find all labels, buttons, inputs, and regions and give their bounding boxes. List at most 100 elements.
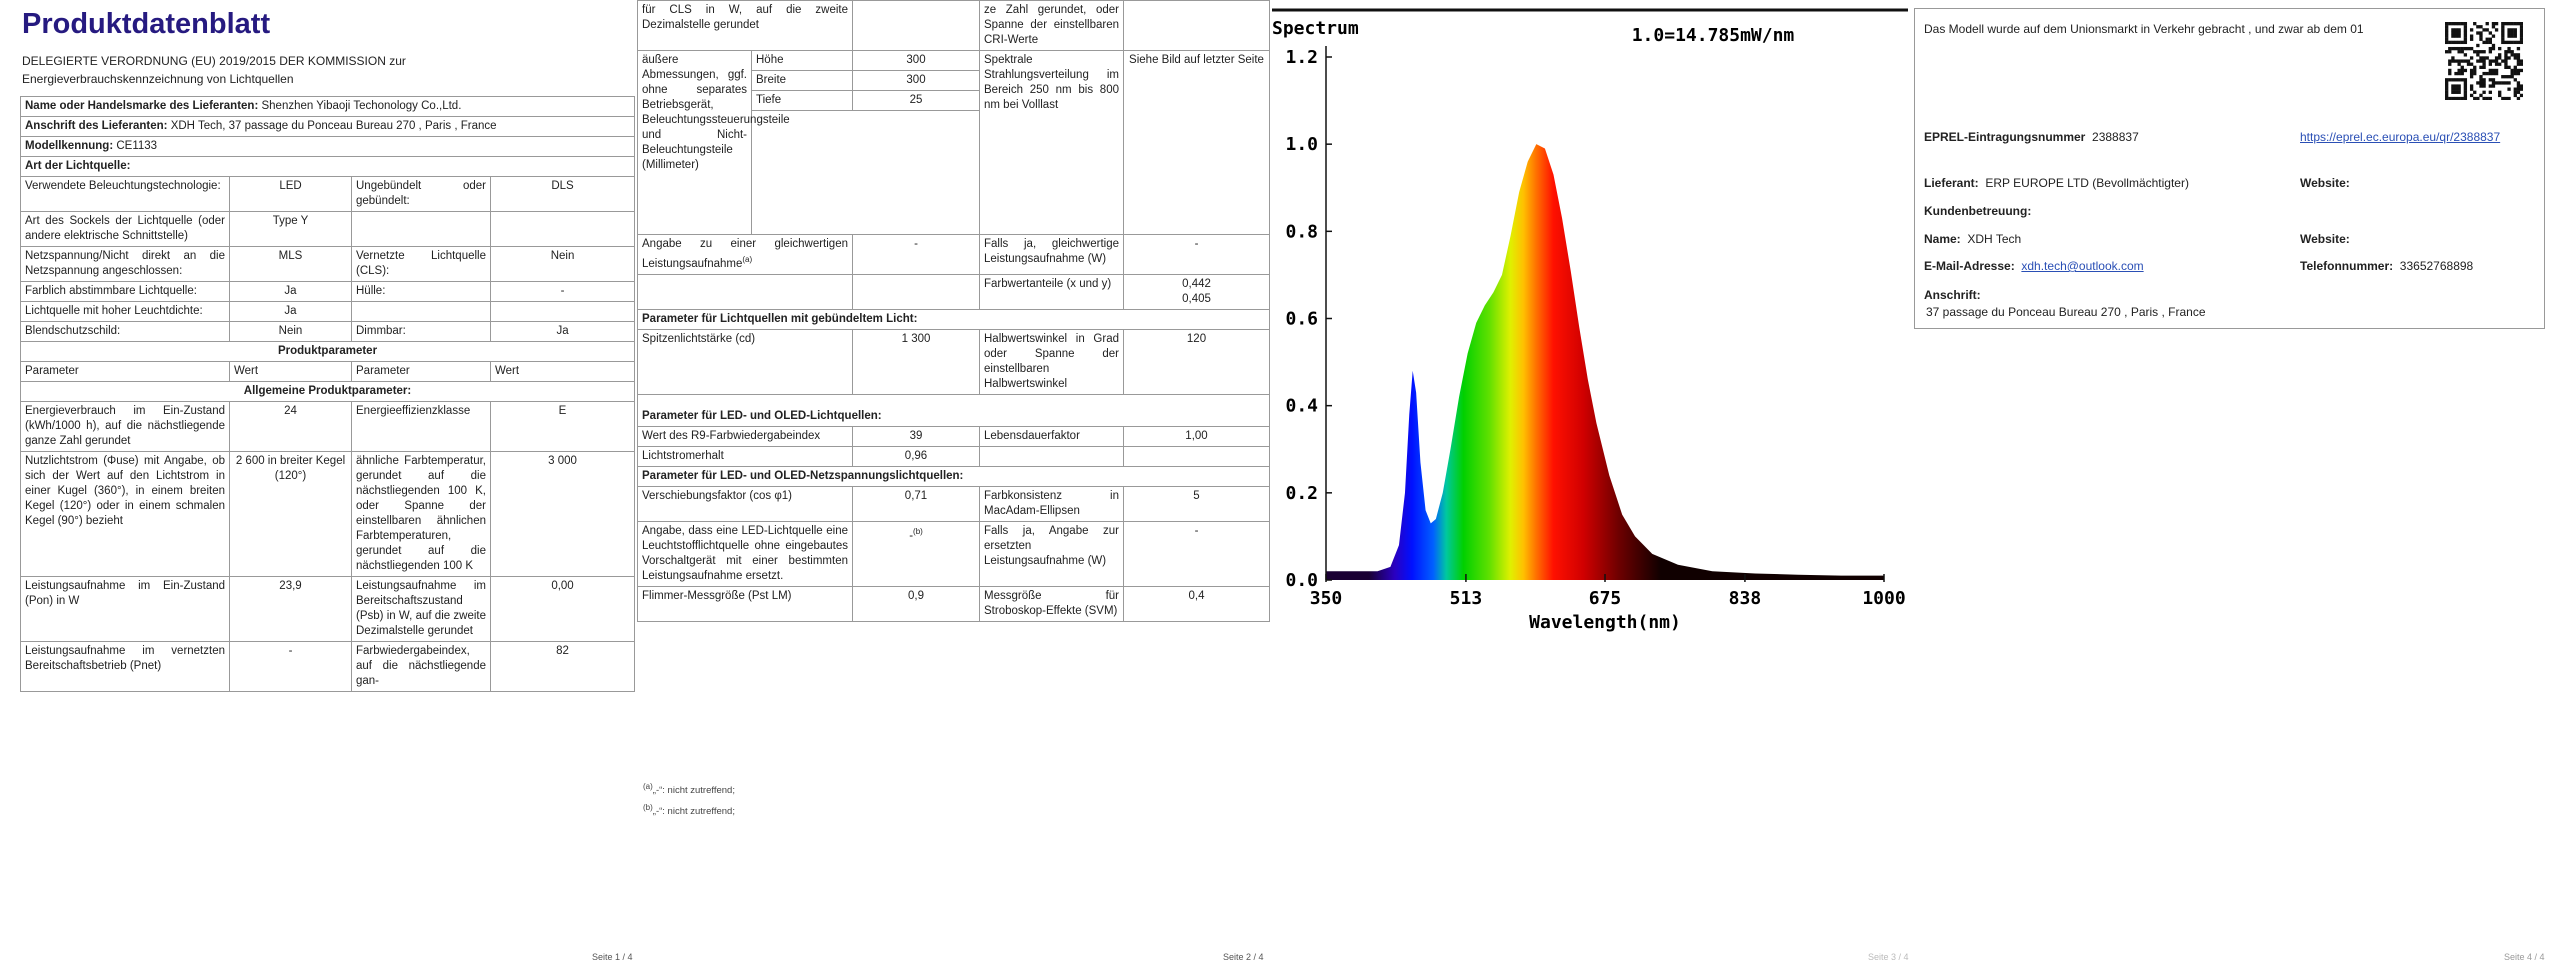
- qr-module: [2501, 25, 2505, 29]
- qr-module: [2519, 28, 2523, 32]
- qr-module: [2445, 78, 2449, 82]
- qr-module: [2513, 78, 2517, 82]
- table-cell: Messgröße für Stroboskop-Effekte (SVM): [979, 585, 1124, 622]
- qr-module: [2491, 25, 2496, 29]
- qr-module: [2445, 22, 2449, 26]
- qr-module: [2501, 37, 2505, 41]
- field-label: Telefonnummer:: [2300, 259, 2394, 273]
- table-cell: Type Y: [229, 211, 352, 247]
- qr-module: [2485, 37, 2489, 41]
- qr-module: [2488, 31, 2492, 35]
- table-cell: Lichtquelle mit hoher Leuchtdichte:: [20, 301, 230, 322]
- qr-module: [2469, 46, 2474, 51]
- qr-module: [2501, 34, 2505, 38]
- qr-module: [2445, 37, 2449, 41]
- eprel-link-box: https://eprel.ec.europa.eu/qr/2388837: [2300, 130, 2515, 145]
- qr-module: [2482, 40, 2486, 45]
- qr-module: [2510, 50, 2514, 54]
- table-row: Verwendete Beleuchtungstechnologie: LED Un…: [20, 176, 636, 212]
- table-cell: Halbwertswinkel in Grad oder Spanne der …: [979, 328, 1124, 395]
- qr-module: [2485, 56, 2489, 60]
- table-row: Modellkennung: CE1133: [20, 136, 636, 157]
- empty-cell: [852, 0, 980, 51]
- qr-module: [2516, 84, 2521, 88]
- qr-module: [2516, 46, 2521, 51]
- table-cell: ze Zahl gerundet, oder Spanne der einste…: [979, 0, 1124, 51]
- table-cell: für CLS in W, auf die zweite Dezimalstel…: [637, 0, 853, 51]
- qr-module: [2476, 81, 2480, 85]
- qr-module: [2491, 71, 2496, 76]
- qr-module: [2482, 62, 2486, 66]
- qr-module: [2488, 40, 2492, 45]
- table-row: Farblich abstimmbare Lichtquelle: Ja Hülle…: [20, 281, 636, 302]
- qr-module: [2488, 37, 2492, 41]
- qr-module: [2445, 84, 2449, 88]
- qr-module: [2510, 22, 2514, 26]
- qr-module: [2519, 59, 2523, 63]
- table-cell: Farblich abstimmbare Lichtquelle:: [20, 281, 230, 302]
- info-label: Modellkennung:: [25, 140, 114, 152]
- qr-module: [2457, 71, 2461, 76]
- table-cell: Tiefe: [751, 90, 853, 111]
- qr-module: [2448, 78, 2452, 82]
- empty-cell: [979, 445, 1124, 467]
- qr-module: [2488, 68, 2492, 73]
- qr-module: [2479, 93, 2483, 98]
- qr-module: [2507, 28, 2511, 32]
- field-label: Website:: [2300, 176, 2350, 190]
- qr-module: [2519, 68, 2523, 73]
- qr-module: [2451, 31, 2455, 35]
- name: Name: XDH Tech: [1924, 232, 2021, 247]
- qr-module: [2498, 53, 2502, 57]
- table-cell: 1 300: [852, 328, 980, 395]
- table-cell: 120: [1123, 328, 1270, 395]
- qr-module: [2494, 59, 2499, 63]
- table-cell: Vernetzte Lichtquelle (CLS):: [351, 246, 491, 282]
- qr-module: [2488, 96, 2492, 100]
- qr-module: [2491, 81, 2496, 85]
- qr-module: [2482, 59, 2486, 63]
- qr-module: [2448, 68, 2452, 73]
- field-label: EPREL-Eintragungsnummer: [1924, 130, 2086, 144]
- qr-module: [2445, 34, 2449, 38]
- qr-module: [2451, 84, 2455, 88]
- footnote-ref: (a): [742, 255, 753, 264]
- qr-module: [2473, 22, 2477, 26]
- page-1: Produktdatenblatt DELEGIERTE VERORDNUNG …: [0, 0, 637, 968]
- qr-module: [2454, 71, 2458, 76]
- table-cell: E: [489, 401, 636, 452]
- page-4: Das Modell wurde auf dem Unionsmarkt in …: [1912, 0, 2560, 968]
- table-row: Spitzenlichtstärke (cd) 1 300 Halbwertswin…: [637, 328, 1270, 395]
- table-row: Parameter für Lichtquellen mit gebündelt…: [637, 308, 1270, 330]
- table-cell: Spitzenlichtstärke (cd): [637, 328, 853, 395]
- qr-module: [2488, 46, 2492, 51]
- email-link[interactable]: xdh.tech@outlook.com: [2021, 259, 2144, 273]
- table-cell: -(b): [852, 520, 980, 587]
- qr-module: [2485, 22, 2489, 26]
- table-clip: für CLS in W, auf die zweite Dezimalstel…: [637, 0, 1271, 780]
- qr-module: [2479, 34, 2483, 38]
- table-row: Energieverbrauch im Ein-Zustand (kWh/100…: [20, 401, 636, 452]
- table-cell: 0,96: [852, 445, 980, 467]
- qr-module: [2516, 56, 2521, 60]
- table-row: Verschiebungsfaktor (cos φ1) 0,71 Farbkons…: [637, 485, 1270, 522]
- qr-module: [2519, 25, 2523, 29]
- qr-module: [2473, 65, 2477, 69]
- eprel-link[interactable]: https://eprel.ec.europa.eu/qr/2388837: [2300, 130, 2501, 144]
- table-row: Parameter Wert Parameter Wert: [20, 361, 636, 382]
- qr-module: [2454, 96, 2458, 100]
- table-cell: -: [1123, 520, 1270, 587]
- qr-module: [2488, 78, 2492, 82]
- qr-module: [2479, 78, 2483, 82]
- qr-module: [2476, 43, 2480, 48]
- table-heading: Parameter für LED- und OLED-Lichtquellen…: [637, 393, 1270, 427]
- qr-module: [2510, 75, 2514, 79]
- table-cell: 0,71: [852, 485, 980, 522]
- qr-module: [2445, 50, 2449, 54]
- field-value: 33652768898: [2399, 259, 2474, 273]
- field-value: 37 passage du Ponceau Bureau 270 , Paris…: [1926, 305, 2206, 319]
- field-value: 2388837: [2092, 130, 2139, 144]
- empty-cell: [852, 273, 980, 310]
- table-cell: Spektrale Strahlungsverteilung im Bereic…: [979, 50, 1124, 235]
